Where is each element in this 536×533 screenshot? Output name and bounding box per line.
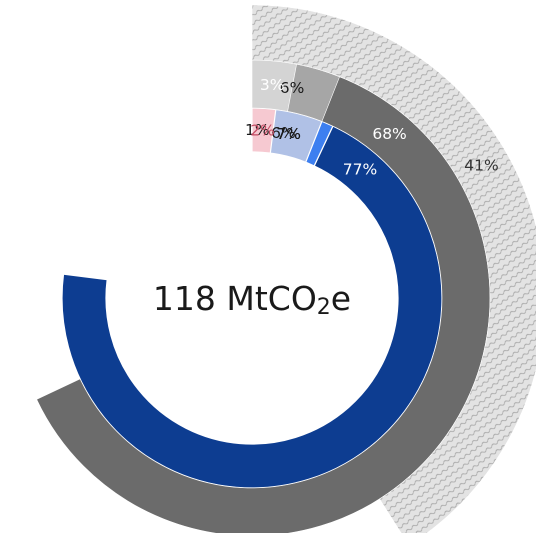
slice-label-inner-1: 7% — [276, 125, 301, 143]
slice-outer-0 — [251, 4, 536, 533]
donut-rings — [36, 4, 536, 533]
slice-label-outer-0: 41% — [464, 157, 498, 175]
slice-label-inner-0: 77% — [343, 160, 377, 178]
slice-labels: 77%7%7%6%1%2% 68%6%3%41% — [245, 76, 499, 178]
slice-label-inner-4: 1% — [245, 121, 270, 139]
center-label-subscript: 2 — [317, 295, 331, 320]
center-label-value: 118 MtCO — [153, 279, 317, 318]
center-label: 118 MtCO2e — [153, 279, 351, 320]
slice-label-middle-1: 6% — [280, 79, 305, 97]
slice-label-middle-0: 68% — [372, 125, 406, 143]
slice-label-inner-5: 2% — [250, 121, 275, 139]
center-label-suffix: e — [331, 279, 351, 318]
slice-label-middle-2: 3% — [260, 76, 285, 94]
slice-label-inner-2: 7% — [276, 125, 301, 143]
slice-label-inner-3: 6% — [271, 124, 296, 142]
